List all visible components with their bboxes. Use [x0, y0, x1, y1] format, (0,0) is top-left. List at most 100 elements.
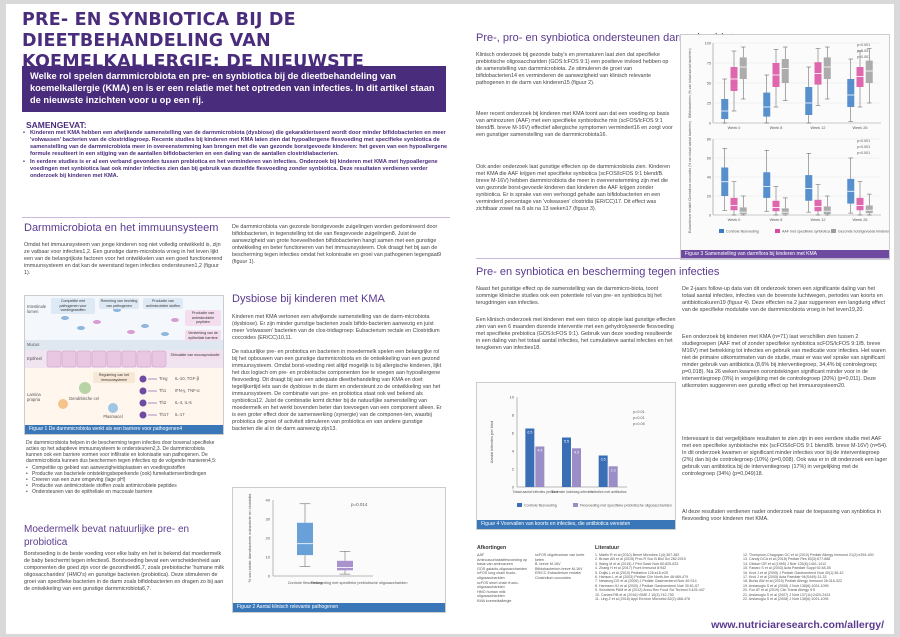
reference: 5. Duijts L et al (2010) Pediatrics 126:… — [595, 570, 668, 575]
y-tick-label: 40 — [707, 176, 711, 180]
references: Literatuur 1. Martin R et al (2010) Bene… — [595, 545, 887, 601]
right-text-2: Meer recent onderzoek bij kinderen met K… — [476, 111, 673, 138]
data-label: 2.3 — [611, 468, 616, 472]
divider — [22, 217, 450, 218]
reference: 1. Martin R et al (2010) Benef Microbes … — [595, 553, 680, 557]
figure-2-caption: Figuur 2 Aantal klinisch relevante patho… — [233, 603, 445, 612]
y-tick-label: 0 — [268, 574, 271, 579]
legend-swatch — [517, 503, 522, 507]
legend-swatch — [719, 229, 724, 233]
figure-3-series-box — [763, 92, 771, 117]
right2-text-1: Naast het gunstige effect op de samenste… — [476, 286, 662, 306]
y-tick-label: 4 — [512, 449, 515, 454]
figure-1-label-mucus: Mucus — [27, 342, 40, 347]
figure-1-box: Productie van antimicrobiele peptiden — [185, 310, 221, 326]
figure-3-series-box — [739, 207, 747, 215]
col2-text-3: De natuurlijke pre- en probiotica en bac… — [232, 349, 442, 432]
x-tick-label: Week 0 — [728, 126, 741, 130]
y-axis-label: Bifidobacterien (% van totaal aantal bac… — [688, 48, 692, 117]
figure-3-series-box — [730, 197, 738, 211]
references-col: 1. Martin R et al (2010) Benef Microbes … — [595, 553, 737, 601]
col2-text-2: Kinderen met KMA vertonen een afwijkende… — [232, 314, 440, 341]
reference: 2. Brown AN et al (2015) Proc R Soc B Bi… — [595, 557, 686, 562]
figure-1-box: Remming van hechting van pathogenen — [99, 298, 139, 309]
t-cell-name: Treg — [159, 376, 168, 381]
figure-3-series-box — [721, 99, 729, 119]
y-axis-label: Aantal infecties per kind — [489, 421, 494, 463]
data-label: 5.5 — [564, 440, 569, 444]
figure-3-series-box — [847, 79, 855, 107]
right2-text-5: Interessant is dat vergelijkbare resulta… — [682, 436, 888, 477]
legend-label: Flesvoeding met specifieke prebiotische … — [580, 504, 672, 508]
section-heading-dysbiose: Dysbiose bij kinderen met KMA — [232, 293, 385, 305]
figure-3-series-box — [781, 208, 789, 215]
y-tick-label: 100 — [705, 42, 711, 46]
x-tick-label: Flesvoeding met specifieke prebiotische … — [311, 581, 408, 585]
section-heading-microbiota: Darmmicrobiota en het immuunsysteem — [24, 222, 219, 234]
reference: 15. Fanaro S et al (2003) Acta Paediatr … — [743, 566, 831, 571]
figure-4-bar — [562, 437, 571, 487]
reference: 9. Scholtens PAM et al (2012) Annu Rev F… — [595, 588, 705, 593]
figure-1-bullet: Competitie op gebied van aanwezigheidspl… — [26, 465, 222, 471]
figure-2-series-box — [297, 522, 313, 556]
y-tick-label: 25 — [707, 102, 711, 106]
section-heading-milk: Moedermelk bevat natuurlijke pre- en pro… — [24, 524, 190, 548]
legend-label: AAF met specifieke synbiotica — [782, 230, 830, 234]
y-tick-label: 75 — [707, 62, 711, 66]
reference: 16. Knol J et al (2005) J Pediatr Gastro… — [743, 570, 844, 575]
x-tick-label: Week 12 — [811, 218, 826, 222]
right2-text-3: De 2-jaars follow-up data van dit onderz… — [682, 286, 885, 313]
legend-label: Controle flesvoeding — [726, 230, 759, 234]
figure-4-bar — [572, 448, 581, 487]
x-tick-label: Totaal aantal infecties per kind — [513, 490, 559, 494]
figure-3-series-box — [763, 172, 771, 198]
abbreviation: B. breve M-16V Bifidobacterium breve M-1… — [535, 562, 583, 571]
y-tick-label: 10 — [510, 395, 515, 400]
figure-2-chart: 0 10 20 30 40 % van totale darmbacterie eubac… — [247, 493, 408, 585]
y-tick-label: 0 — [709, 214, 711, 218]
y-tick-label: 6 — [512, 431, 515, 436]
section-text-microbiota: Omdat het immuunsysteem van jonge kinder… — [24, 242, 223, 276]
abbreviations-col: AAF Aminozuurbasisflesvoeding op basis v… — [477, 553, 529, 604]
figure-3-caption: Figuur 3 Samenstelling van darmflora bij… — [681, 250, 889, 259]
figure-3-series-box — [739, 57, 747, 79]
reference: 12. Thompson-Chagoyan OC et al (2010) Pe… — [743, 553, 874, 557]
y-tick-label: 0 — [512, 485, 515, 490]
x-tick-label: Bovenste luchtweg-infecties — [551, 490, 593, 494]
y-tick-label: 10 — [266, 555, 271, 560]
t-cell-cytokine: IL-10, TGF-β — [175, 376, 199, 381]
x-tick-label: Week 26 — [853, 218, 868, 222]
reference: 14. Gibson GR et al (1995) J Nutr 125(6)… — [743, 561, 827, 566]
abbreviations-heading: Afkortingen — [477, 545, 507, 551]
reference: 10. Canani RB et al (2016) ISME J 10(3):… — [595, 592, 674, 597]
figure-4-bar — [598, 455, 608, 487]
reference: 11. Ling Z et al (2016) Appl Environ Mic… — [595, 597, 691, 602]
abbreviation: KMA koemelkallergie — [477, 598, 512, 603]
footer-url[interactable]: www.nutriciaresearch.com/allergy/ — [711, 619, 884, 631]
y-tick-label: 50 — [707, 82, 711, 86]
legend-label: Gezonde borstgevoede kinderen — [838, 230, 889, 234]
abbreviation: GOS galacto-oligosacchariden — [477, 566, 528, 571]
reference: 7. Newburg DS et al (2005) J Pediatr Gas… — [595, 579, 697, 584]
p-value-label: p<0.001 — [857, 49, 870, 53]
x-tick-label: Week 8 — [770, 126, 783, 130]
summary-item: Kinderen met KMA hebben een afwijkende s… — [22, 130, 450, 158]
figure-1-label-dendritic: Dendritische cel — [69, 396, 99, 401]
col2-text-1: De darmmicrobiota van gezonde borstgevoe… — [232, 224, 442, 265]
poster-page: PRE- EN SYNBIOTICA BIJ DE DIEETBEHANDELI… — [6, 4, 894, 634]
legend-swatch — [775, 229, 780, 233]
reference: 13. Candy DCA et al (2018) Pediatr Res 8… — [743, 557, 831, 562]
reference: 4. Zhang H et al (2017) Front Immunol 8:… — [595, 566, 667, 571]
figure-2-series-box — [337, 560, 353, 571]
figure-1-box: Competitie met pathogenen voor voedingss… — [51, 298, 95, 314]
intro-box: Welke rol spelen darmmicrobiota en pre- … — [22, 66, 446, 112]
figure-1-box: Versterking van de epitheliale barriere — [185, 330, 221, 341]
y-tick-label: 20 — [707, 195, 711, 199]
p-value-label: p=0.014 — [351, 502, 368, 507]
p-value-label: p=0.01 — [633, 410, 645, 414]
figure-1-box: Stimulatie van mucusproductie — [169, 352, 221, 359]
abbreviation: ER/CC Eubacterium rectale/ Clostridium c… — [535, 571, 582, 580]
reference: 6. Hanson L et al (2003) Pediatr Clin No… — [595, 575, 689, 580]
figure-2: 0 10 20 30 40 % van totale darmbacterie eubac… — [232, 487, 446, 613]
x-tick-label: Week 8 — [770, 218, 783, 222]
